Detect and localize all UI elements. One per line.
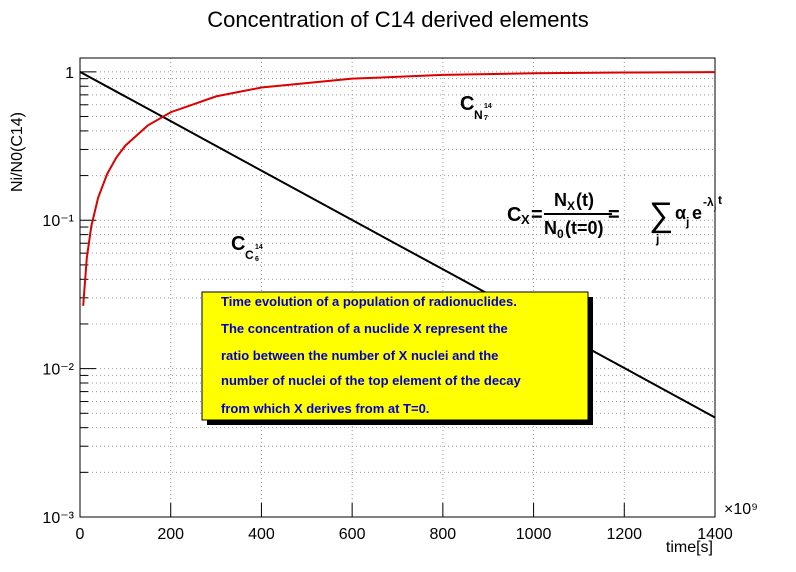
note-box xyxy=(201,291,589,421)
y-tick-label: 10⁻³ xyxy=(42,510,74,527)
formula: (t=0) xyxy=(565,218,604,238)
formula: X xyxy=(521,212,530,227)
formula: C xyxy=(507,204,521,226)
plot-frame xyxy=(79,57,716,518)
formula: -λ xyxy=(703,195,714,209)
formula: N xyxy=(544,218,557,238)
curve-label-sup: 14 xyxy=(255,244,263,251)
curve-label-sub: N xyxy=(474,108,483,122)
y-tick-label: 1 xyxy=(65,65,74,82)
curve-label: C xyxy=(231,233,245,255)
x-tick-label: 200 xyxy=(157,526,184,543)
note-line: The concentration of a nuclide X represe… xyxy=(221,321,508,336)
plot-area: 10⁻³ 10⁻² 10⁻¹ 1 0 200 400 600 800 1000 1200 1400 xyxy=(42,57,733,543)
x-axis-label: time[s] xyxy=(666,539,713,556)
annotations: C N 14 7 C C 14 6 C X = N X (t) N 0 (t=0… xyxy=(201,93,722,425)
formula: ∑ xyxy=(649,196,673,234)
x-tick-label: 0 xyxy=(76,526,85,543)
formula: e xyxy=(692,203,702,223)
line-series xyxy=(79,70,716,419)
formula: 0 xyxy=(557,227,564,241)
formula: t xyxy=(718,193,722,207)
formula: X xyxy=(567,199,575,213)
formula: N xyxy=(554,190,567,210)
y-tick-label: 10⁻¹ xyxy=(42,213,74,230)
note-line: number of nuclei of the top element of t… xyxy=(221,373,522,388)
formula: = xyxy=(608,204,620,226)
note-line: ratio between the number of X nuclei and… xyxy=(221,348,498,363)
curve-label-subsub: 6 xyxy=(255,256,259,263)
curve-label-subsub: 7 xyxy=(484,115,488,122)
curve-label: C xyxy=(460,93,474,115)
curve-label-sub: C xyxy=(245,248,254,262)
y-tick-label: 10⁻² xyxy=(42,362,74,379)
formula: j xyxy=(655,232,659,246)
x-tick-label: 400 xyxy=(248,526,275,543)
formula: j xyxy=(713,203,716,212)
x-tick-label: 600 xyxy=(339,526,366,543)
note-line: from which X derives from at T=0. xyxy=(221,401,429,416)
formula: (t) xyxy=(576,190,594,210)
line-series xyxy=(82,71,716,306)
x-tick-label: 1200 xyxy=(606,526,642,543)
x-tick-label: 1000 xyxy=(516,526,552,543)
curve-label-sup: 14 xyxy=(484,103,492,110)
formula: = xyxy=(531,204,543,226)
formula: α xyxy=(675,203,686,223)
formula: j xyxy=(685,215,689,229)
chart-title: Concentration of C14 derived elements xyxy=(207,7,589,32)
note-line: Time evolution of a population of radion… xyxy=(221,294,517,309)
x-tick-label: 800 xyxy=(430,526,457,543)
x-tick-label: 1400 xyxy=(697,526,733,543)
x-multiplier: ×10⁹ xyxy=(724,501,758,518)
y-axis-label: Ni/N0(C14) xyxy=(9,112,26,192)
